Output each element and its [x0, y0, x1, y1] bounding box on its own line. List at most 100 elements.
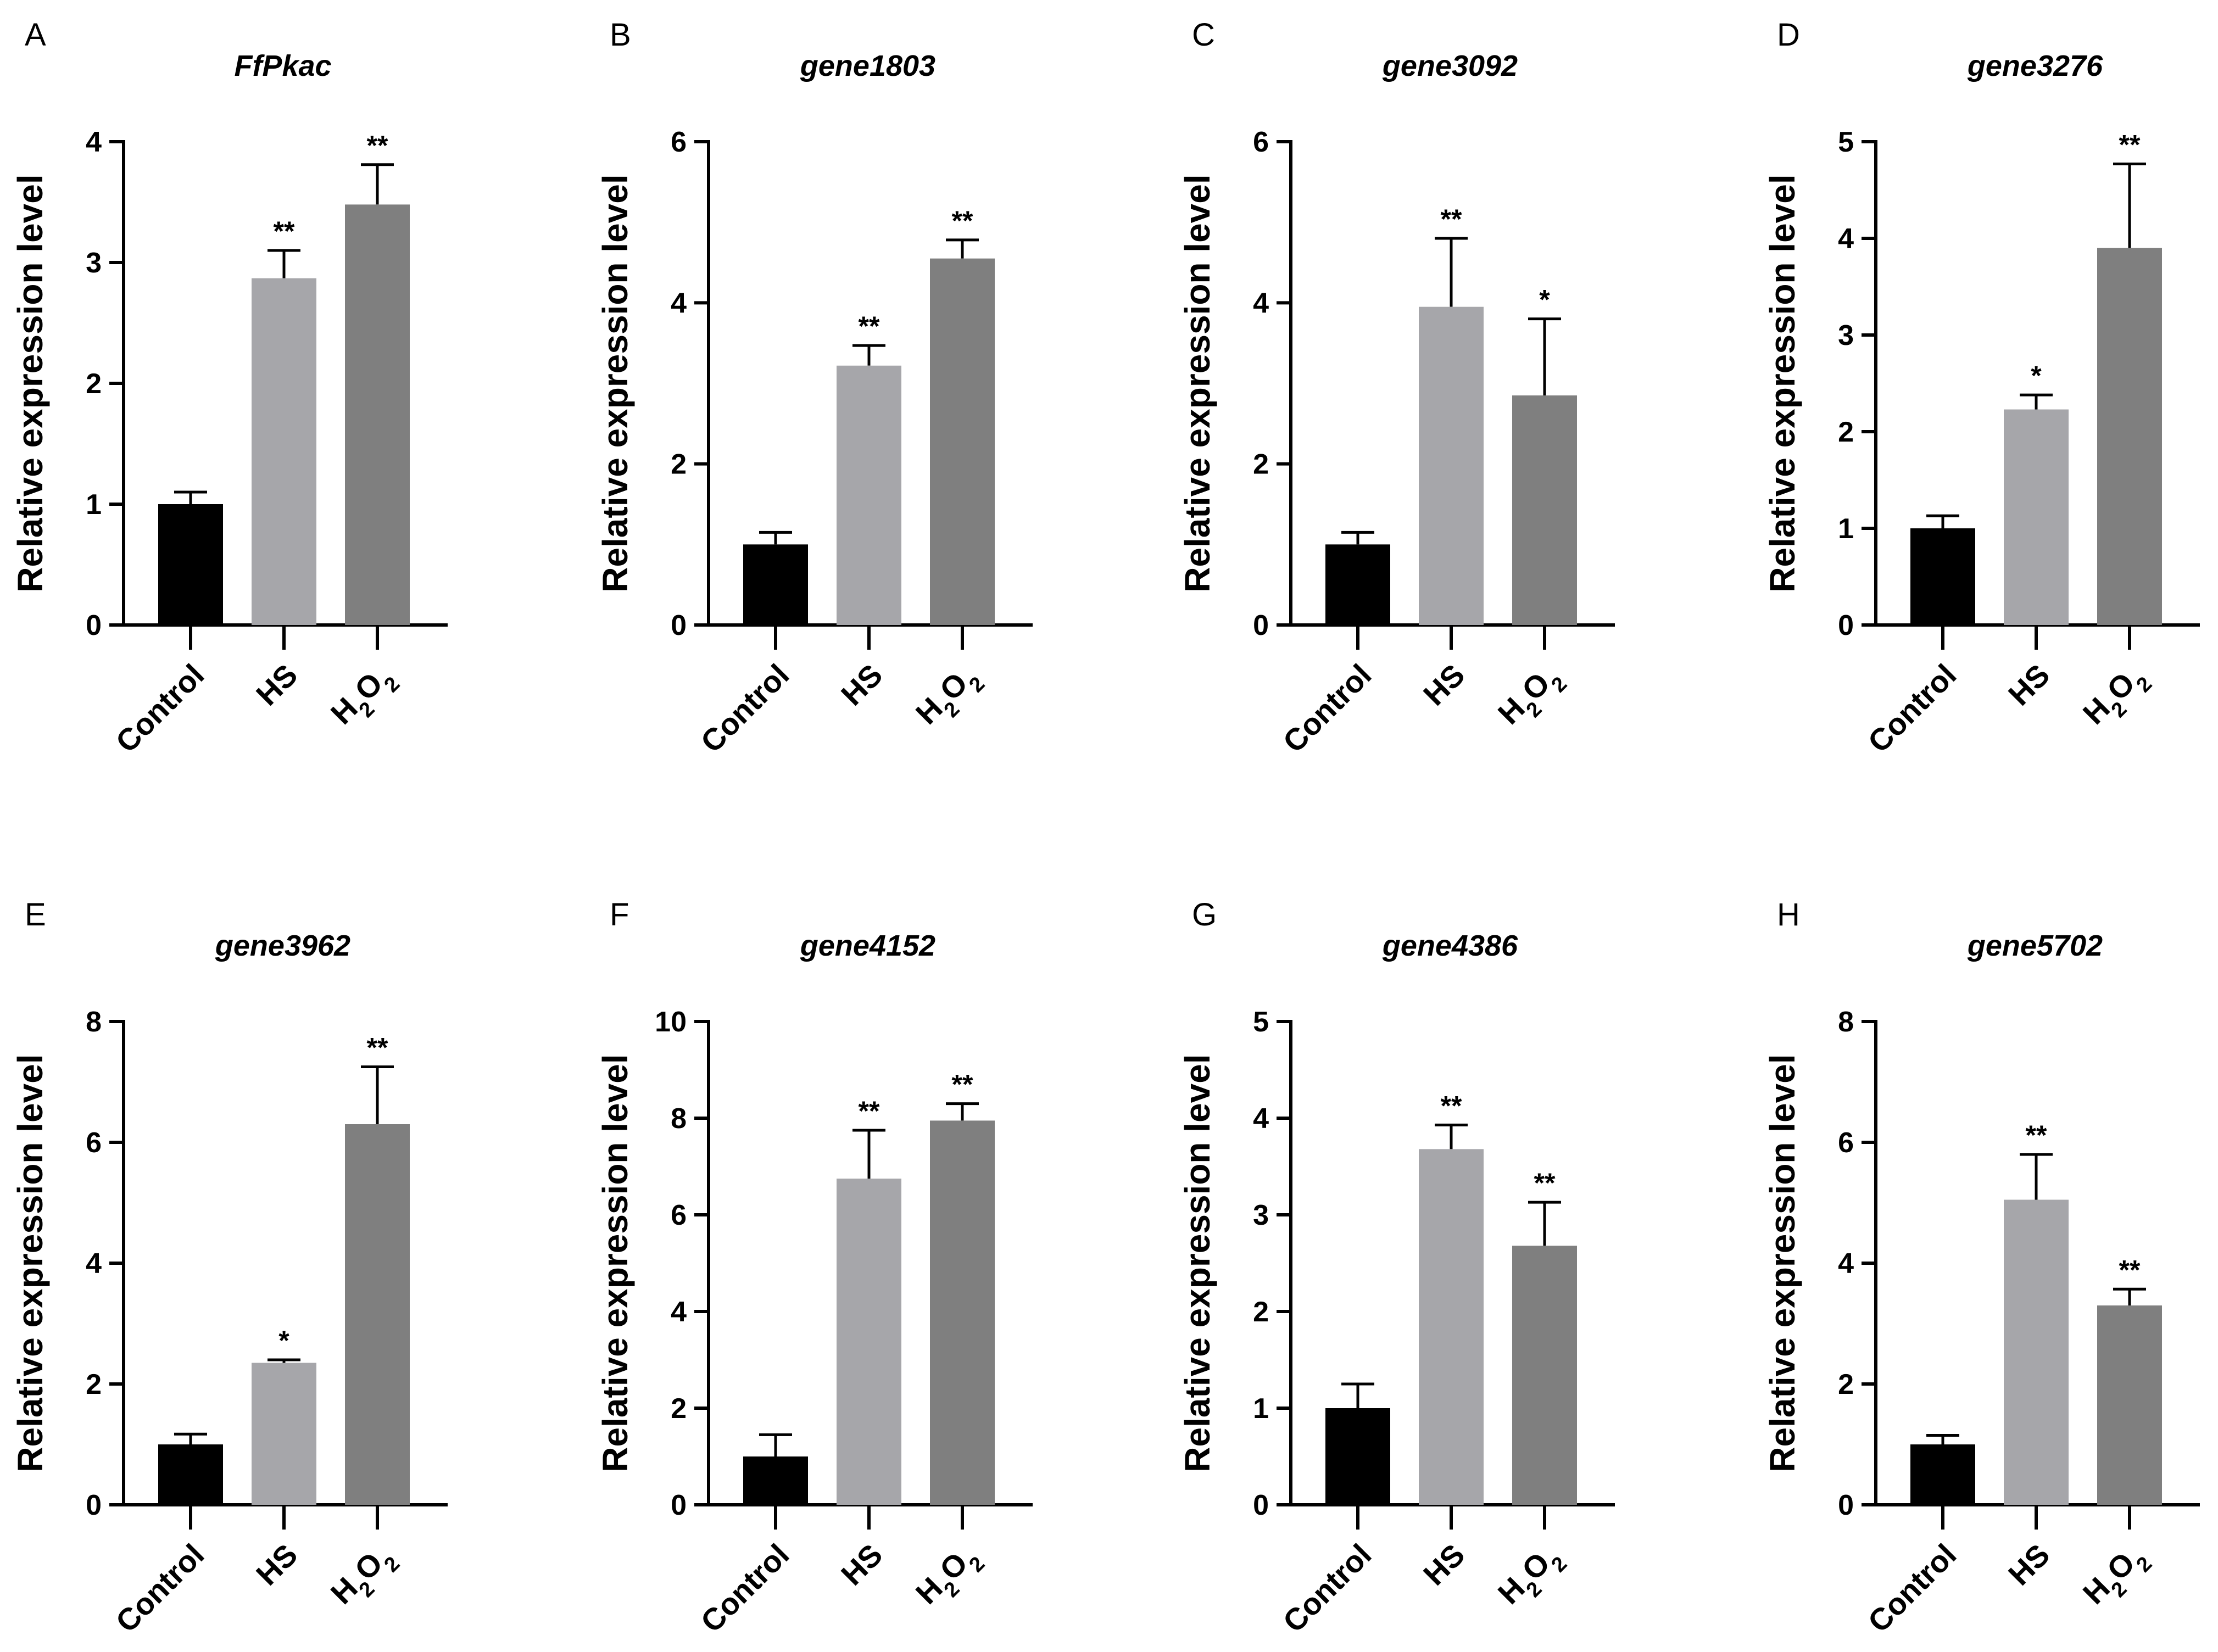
panel-letter: G: [1192, 897, 1217, 933]
text-part: O: [933, 1545, 974, 1587]
y-tick-label: 0: [86, 610, 102, 641]
bar-hs: [2004, 409, 2069, 625]
y-tick-label: 4: [671, 1296, 687, 1328]
significance-label: *: [278, 1325, 289, 1356]
bar-control: [743, 544, 808, 625]
y-tick-label: 3: [1253, 1199, 1269, 1231]
text-part: H: [1491, 691, 1531, 731]
x-category-label: H2O2: [324, 657, 405, 738]
x-category-label: Control: [109, 657, 210, 759]
x-category-label: HS: [1417, 657, 1472, 712]
chart-title: FfPkac: [234, 49, 331, 82]
text-part: H: [909, 1571, 949, 1611]
y-tick-label: 8: [671, 1103, 687, 1135]
panel-letter: C: [1192, 17, 1215, 53]
bar-control: [1325, 544, 1390, 625]
bar-control: [158, 1444, 223, 1505]
x-category-label: Control: [109, 1537, 210, 1639]
x-category-label: Control: [694, 1537, 795, 1639]
chart-title: gene1803: [800, 49, 935, 82]
y-tick-label: 2: [671, 449, 687, 481]
significance-label: **: [367, 130, 388, 161]
bar-control: [158, 504, 223, 625]
y-tick-label: 4: [1838, 1248, 1854, 1280]
text-part: H: [1491, 1571, 1531, 1611]
bar-h2o2: [2097, 248, 2162, 626]
y-tick-label: 4: [86, 126, 102, 158]
x-category-label: Control: [1276, 657, 1378, 759]
bar-h2o2: [2097, 1305, 2162, 1505]
y-tick-label: 2: [1253, 1296, 1269, 1328]
x-category-label: HS: [249, 1537, 304, 1592]
panel-letter: B: [610, 17, 631, 53]
x-category-label: HS: [2002, 657, 2057, 712]
text-part: O: [2100, 1545, 2141, 1587]
significance-label: **: [274, 216, 295, 247]
significance-label: *: [2031, 360, 2042, 391]
bar-hs: [2004, 1199, 2069, 1505]
y-tick-label: 0: [671, 610, 687, 641]
panel-letter: H: [1777, 897, 1800, 933]
bar-h2o2: [1512, 395, 1577, 625]
y-tick-label: 4: [86, 1248, 102, 1280]
y-tick-label: 2: [671, 1393, 687, 1425]
y-tick-label: 4: [1253, 1103, 1269, 1135]
y-axis-label: Relative expression level: [1178, 174, 1217, 592]
x-category-label: H2O2: [1491, 1537, 1572, 1618]
bar-hs: [837, 1179, 901, 1505]
significance-label: **: [1441, 1090, 1462, 1121]
bar-h2o2: [345, 1124, 410, 1505]
y-tick-label: 6: [1253, 126, 1269, 158]
y-tick-label: 0: [86, 1489, 102, 1521]
panel-letter: D: [1777, 17, 1800, 53]
x-category-label: HS: [834, 657, 889, 712]
panel-letter: E: [25, 897, 46, 933]
chart-title: gene3092: [1382, 49, 1518, 82]
x-category-label: Control: [694, 657, 795, 759]
y-tick-label: 2: [1253, 449, 1269, 481]
bar-hs: [252, 278, 316, 626]
text-part: O: [1515, 1545, 1556, 1587]
chart-title: gene5702: [1967, 929, 2103, 962]
y-axis-label: Relative expression level: [595, 1054, 635, 1472]
significance-label: **: [859, 311, 880, 342]
chart-title: gene4152: [800, 929, 935, 962]
y-tick-label: 0: [1253, 1489, 1269, 1521]
significance-label: *: [1539, 284, 1550, 315]
chart-title: gene4386: [1382, 929, 1518, 962]
y-axis-label: Relative expression level: [1763, 174, 1802, 592]
x-category-label: H2O2: [2076, 657, 2157, 738]
x-category-label: HS: [834, 1537, 889, 1592]
y-tick-label: 6: [671, 1199, 687, 1231]
y-tick-label: 8: [86, 1006, 102, 1038]
text-part: O: [348, 666, 389, 707]
bar-control: [1910, 528, 1975, 625]
y-tick-label: 3: [1838, 320, 1854, 351]
y-tick-label: 1: [86, 489, 102, 521]
x-category-label: Control: [1276, 1537, 1378, 1639]
bar-hs: [837, 365, 901, 625]
x-category-label: H2O2: [1491, 657, 1572, 738]
chart-title: gene3962: [215, 929, 350, 962]
x-category-label: H2O2: [324, 1537, 405, 1618]
y-tick-label: 1: [1838, 513, 1854, 545]
y-tick-label: 0: [1253, 610, 1269, 641]
x-category-label: Control: [1861, 1537, 1963, 1639]
bar-h2o2: [1512, 1246, 1577, 1505]
x-category-label: HS: [2002, 1537, 2057, 1592]
text-part: O: [2100, 666, 2141, 707]
x-category-label: Control: [1861, 657, 1963, 759]
significance-label: **: [2119, 129, 2141, 160]
y-axis-label: Relative expression level: [10, 1054, 50, 1472]
significance-label: **: [2026, 1120, 2047, 1151]
bar-h2o2: [345, 204, 410, 625]
y-tick-label: 5: [1838, 126, 1854, 158]
y-tick-label: 2: [1838, 1369, 1854, 1400]
y-tick-label: 0: [1838, 1489, 1854, 1521]
y-tick-label: 10: [655, 1006, 687, 1038]
